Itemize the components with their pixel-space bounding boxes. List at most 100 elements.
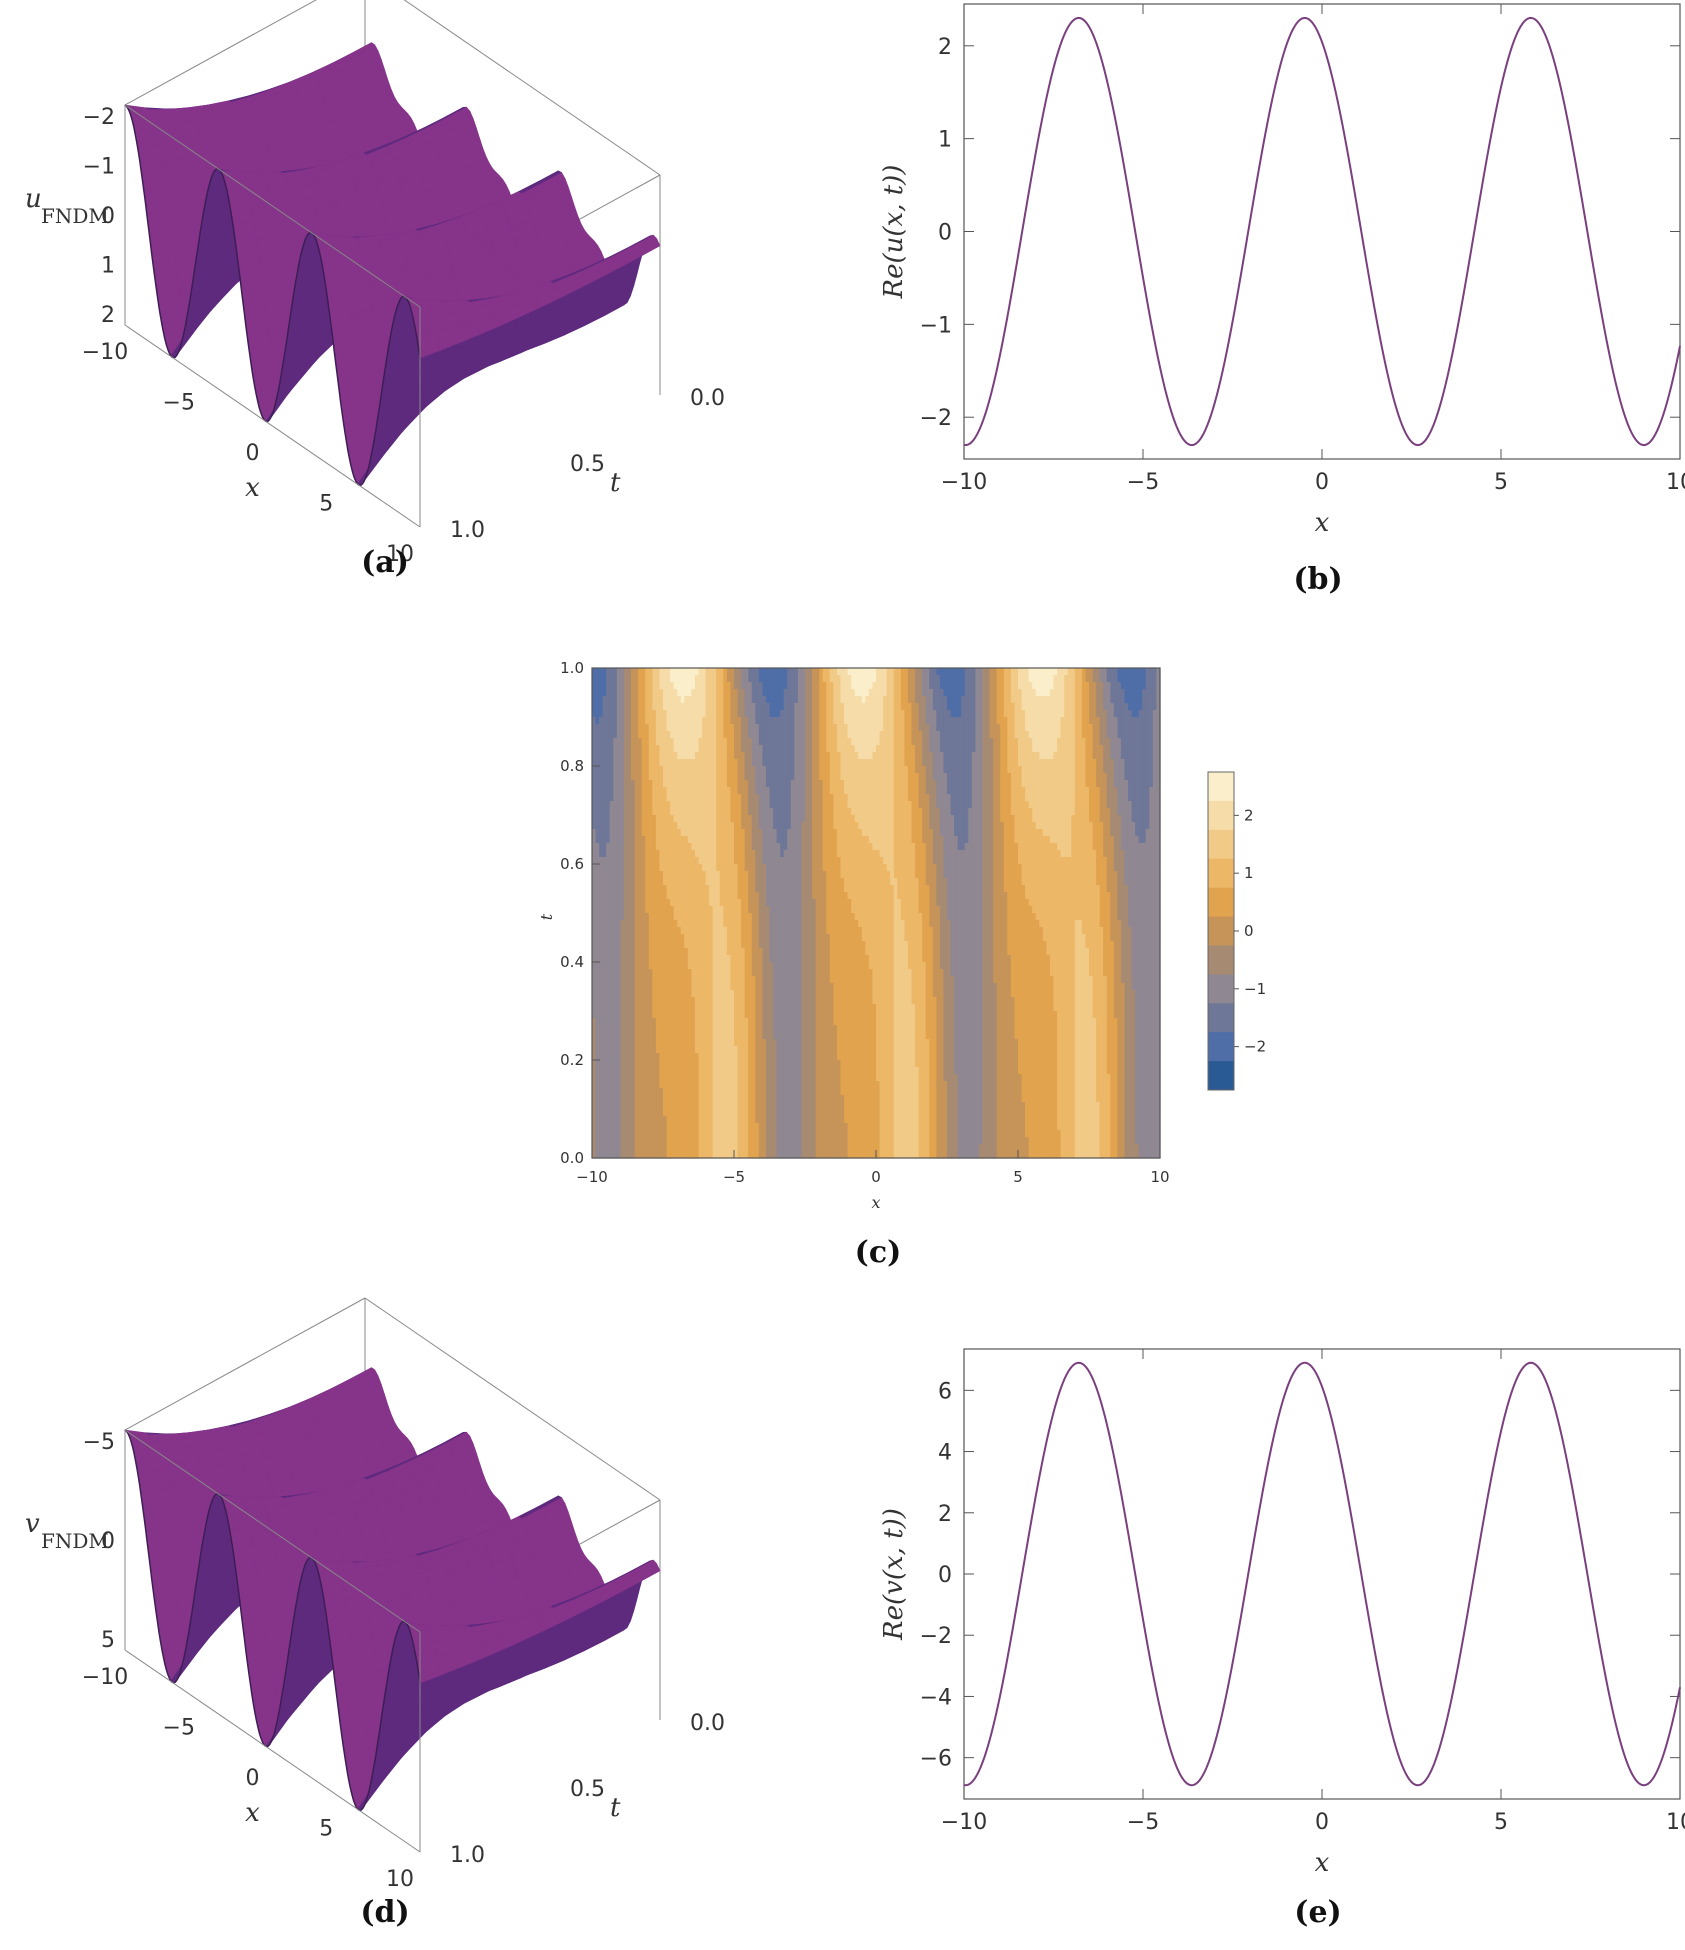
- contour-cell: [1085, 808, 1090, 816]
- contour-cell: [954, 780, 959, 788]
- contour-cell: [872, 703, 877, 711]
- contour-cell: [947, 731, 952, 739]
- contour-cell: [1156, 738, 1161, 746]
- contour-cell: [1053, 773, 1058, 781]
- contour-cell: [893, 794, 898, 802]
- contour-cell: [1071, 724, 1076, 732]
- contour-cell: [1053, 794, 1058, 802]
- contour-cell: [1113, 773, 1118, 781]
- contour-cell: [712, 829, 717, 837]
- contour-cell: [858, 675, 863, 683]
- contour-cell: [1138, 766, 1143, 774]
- contour-cell: [677, 682, 682, 690]
- contour-cell: [1113, 710, 1118, 718]
- contour-cell: [950, 815, 955, 823]
- contour-cell: [954, 710, 959, 718]
- contour-cell: [1138, 752, 1143, 760]
- contour-cell: [606, 689, 611, 697]
- contour-cell: [705, 759, 710, 767]
- contour-cell: [1042, 822, 1047, 830]
- contour-cell: [744, 829, 749, 837]
- contour-cell: [883, 815, 888, 823]
- contour-cell: [1099, 801, 1104, 809]
- contour-cell: [716, 752, 721, 760]
- contour-cell: [911, 815, 916, 823]
- contour-cell: [1067, 675, 1072, 683]
- contour-cell: [876, 752, 881, 760]
- contour-cell: [684, 766, 689, 774]
- contour-cell: [1010, 808, 1016, 816]
- contour-cell: [780, 815, 785, 823]
- contour-cell: [1120, 668, 1126, 676]
- contour-cell: [1135, 682, 1140, 690]
- contour-cell: [797, 829, 803, 837]
- contour-cell: [1096, 822, 1101, 830]
- contour-cell: [812, 787, 817, 795]
- contour-cell: [1152, 801, 1158, 809]
- contour-cell: [680, 752, 685, 760]
- contour-cell: [613, 808, 618, 816]
- contour-cell: [1003, 696, 1008, 704]
- contour-cell: [851, 675, 856, 683]
- contour-cell: [1007, 703, 1012, 711]
- contour-cell: [925, 675, 930, 683]
- contour-cell: [897, 815, 902, 823]
- contour-cell: [1000, 829, 1005, 837]
- contour-cell: [776, 675, 781, 683]
- contour-cell: [1110, 696, 1115, 704]
- contour-cell: [808, 738, 813, 746]
- contour-cell: [1099, 738, 1104, 746]
- contour-cell: [1117, 808, 1122, 816]
- contour-cell: [883, 808, 888, 816]
- contour-cell: [1057, 752, 1062, 760]
- contour-cell: [822, 787, 827, 795]
- contour-cell: [634, 780, 639, 788]
- contour-cell: [1128, 689, 1133, 697]
- contour-cell: [943, 822, 948, 830]
- contour-cell: [833, 717, 838, 725]
- contour-cell: [666, 801, 671, 809]
- contour-cell: [978, 752, 984, 760]
- contour-cell: [1092, 696, 1097, 704]
- contour-cell: [616, 745, 621, 753]
- contour-cell: [872, 745, 877, 753]
- contour-cell: [741, 717, 746, 725]
- contour-cell: [971, 710, 976, 718]
- contour-cell: [762, 738, 767, 746]
- contour-cell: [847, 682, 852, 690]
- contour-cell: [627, 731, 632, 739]
- contour-cell: [886, 780, 891, 788]
- contour-cell: [1103, 703, 1108, 711]
- contour-cell: [1053, 766, 1058, 774]
- contour-cell: [1039, 787, 1044, 795]
- contour-cell: [1071, 710, 1076, 718]
- contour-cell: [638, 752, 643, 760]
- contour-cell: [815, 738, 820, 746]
- contour-cell: [691, 731, 696, 739]
- contour-cell: [694, 668, 700, 676]
- contour-cell: [847, 773, 852, 781]
- contour-cell: [950, 703, 955, 711]
- contour-cell: [737, 682, 742, 690]
- contour-cell: [773, 752, 778, 760]
- contour-cell: [670, 780, 675, 788]
- contour-cell: [861, 759, 866, 767]
- contour-cell: [833, 759, 838, 767]
- contour-cell: [1092, 682, 1097, 690]
- contour-cell: [1142, 710, 1147, 718]
- contour-cell: [957, 808, 962, 816]
- contour-cell: [961, 696, 966, 704]
- contour-cell: [616, 682, 621, 690]
- contour-cell: [1032, 710, 1037, 718]
- contour-cell: [868, 759, 874, 767]
- contour-cell: [1067, 696, 1072, 704]
- contour-cell: [769, 675, 774, 683]
- contour-cell: [879, 682, 884, 690]
- contour-cell: [648, 675, 653, 683]
- contour-cell: [989, 738, 994, 746]
- contour-cell: [609, 731, 614, 739]
- contour-cell: [1092, 794, 1097, 802]
- contour-cell: [904, 829, 909, 837]
- contour-cell: [1081, 724, 1087, 732]
- contour-cell: [741, 689, 746, 697]
